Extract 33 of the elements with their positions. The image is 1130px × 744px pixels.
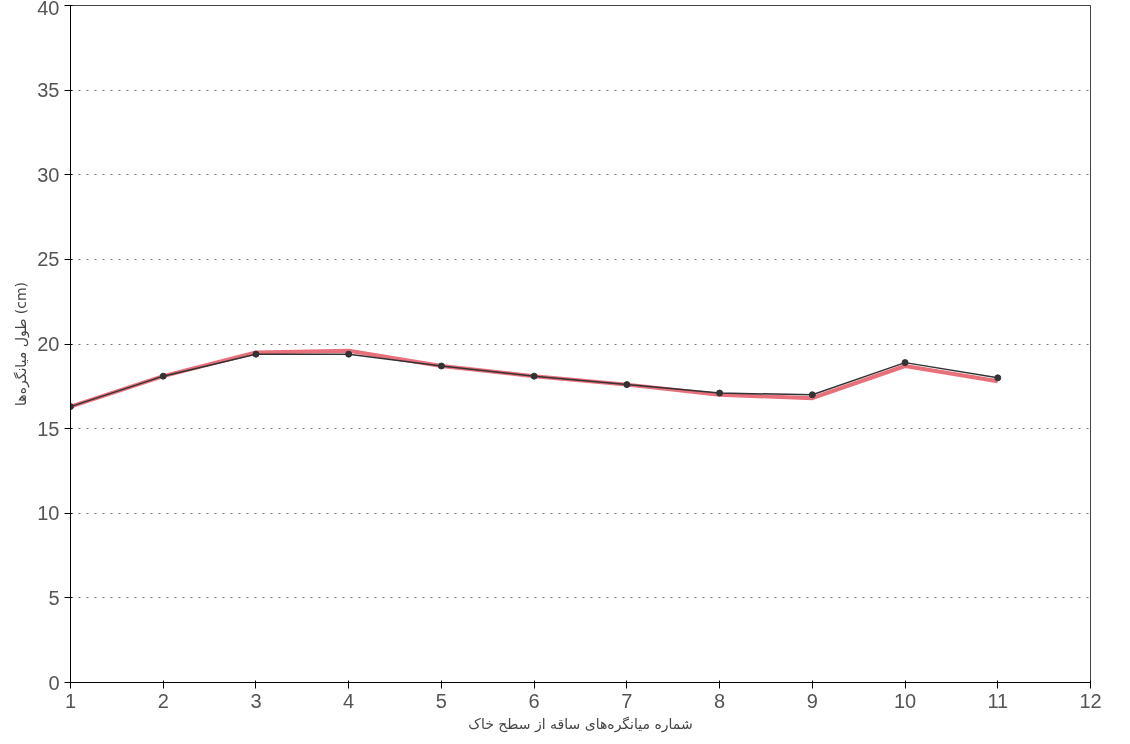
- x-tick-label: 10: [893, 689, 917, 712]
- point: [901, 359, 909, 367]
- y-tick-label: 20: [37, 333, 60, 355]
- y-tick-label: 35: [37, 79, 60, 102]
- point: [159, 372, 167, 380]
- y-tick-label: 25: [37, 248, 60, 271]
- x-tick-label: 11: [987, 689, 1009, 712]
- point: [530, 372, 538, 380]
- y-tick-label: 10: [37, 502, 60, 525]
- y-tick-label: 5: [48, 586, 60, 609]
- x-tick-label: 12: [1079, 689, 1102, 712]
- y-tick-label: 0: [48, 671, 60, 694]
- y-axis-title: طول میانگره‌ها (cm): [13, 281, 31, 407]
- x-tick-label: 8: [714, 689, 726, 712]
- point: [623, 381, 631, 389]
- point: [808, 391, 816, 399]
- x-tick-label: 3: [250, 689, 262, 712]
- point: [716, 389, 724, 397]
- y-tick-label: 30: [37, 163, 60, 186]
- x-tick-label: 1: [64, 689, 77, 712]
- x-tick-label: 9: [806, 689, 818, 712]
- x-tick-label: 2: [157, 689, 169, 712]
- x-tick-label: 6: [528, 689, 540, 712]
- y-tick-label: 40: [37, 0, 60, 19]
- x-tick-label: 5: [435, 689, 447, 712]
- point: [345, 350, 353, 358]
- x-tick-label: 7: [621, 689, 633, 712]
- point: [252, 350, 260, 358]
- x-axis-title: شماره میانگره‌های ساقه از سطح خاک: [468, 715, 693, 733]
- y-tick-label: 15: [37, 417, 60, 440]
- point: [994, 374, 1002, 382]
- x-tick-label: 4: [343, 689, 355, 712]
- point: [437, 362, 445, 370]
